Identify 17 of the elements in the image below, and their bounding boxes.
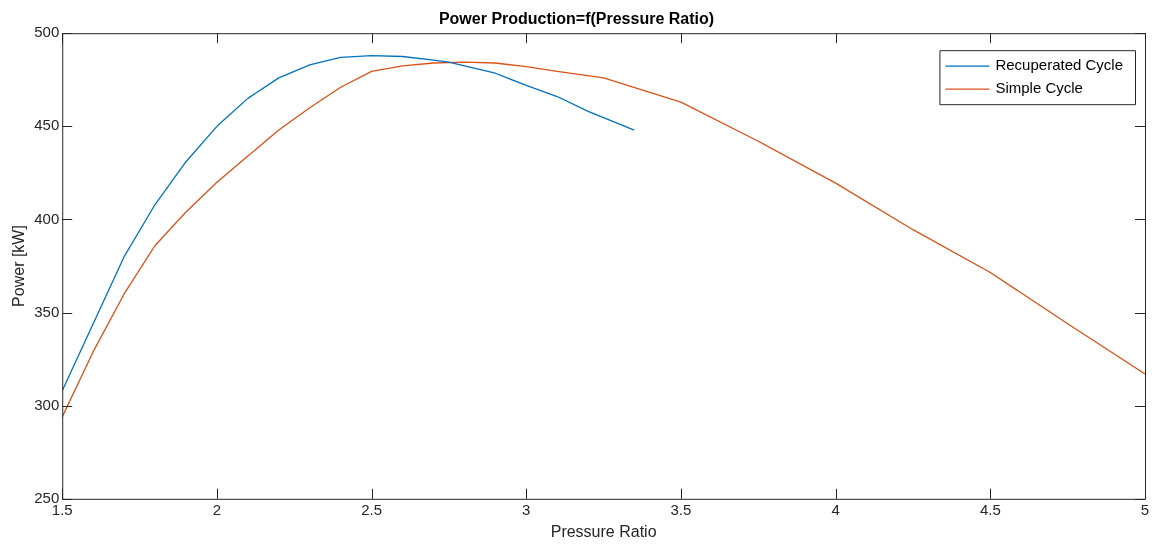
x-axis-title: Pressure Ratio xyxy=(550,522,657,540)
y-tick-label: 500 xyxy=(34,23,60,41)
x-tick-label: 2 xyxy=(212,500,222,518)
y-axis-title: Power [kW] xyxy=(10,225,28,307)
x-tick-label: 2.5 xyxy=(361,500,383,518)
x-tick-label: 5 xyxy=(1140,500,1150,518)
y-tick-label: 350 xyxy=(34,302,60,320)
x-tick-label: 3.5 xyxy=(670,500,692,518)
x-tick-label: 4 xyxy=(831,500,840,518)
x-tick-label: 3 xyxy=(522,500,531,518)
y-tick-label: 300 xyxy=(34,395,60,413)
chart-title: Power Production=f(Pressure Ratio) xyxy=(438,10,715,28)
x-tick-label: 4.5 xyxy=(979,500,1001,518)
legend-label: Simple Cycle xyxy=(995,79,1083,97)
y-tick-label: 400 xyxy=(34,209,60,227)
legend-label: Recuperated Cycle xyxy=(995,56,1124,74)
y-tick-label: 450 xyxy=(34,116,60,134)
